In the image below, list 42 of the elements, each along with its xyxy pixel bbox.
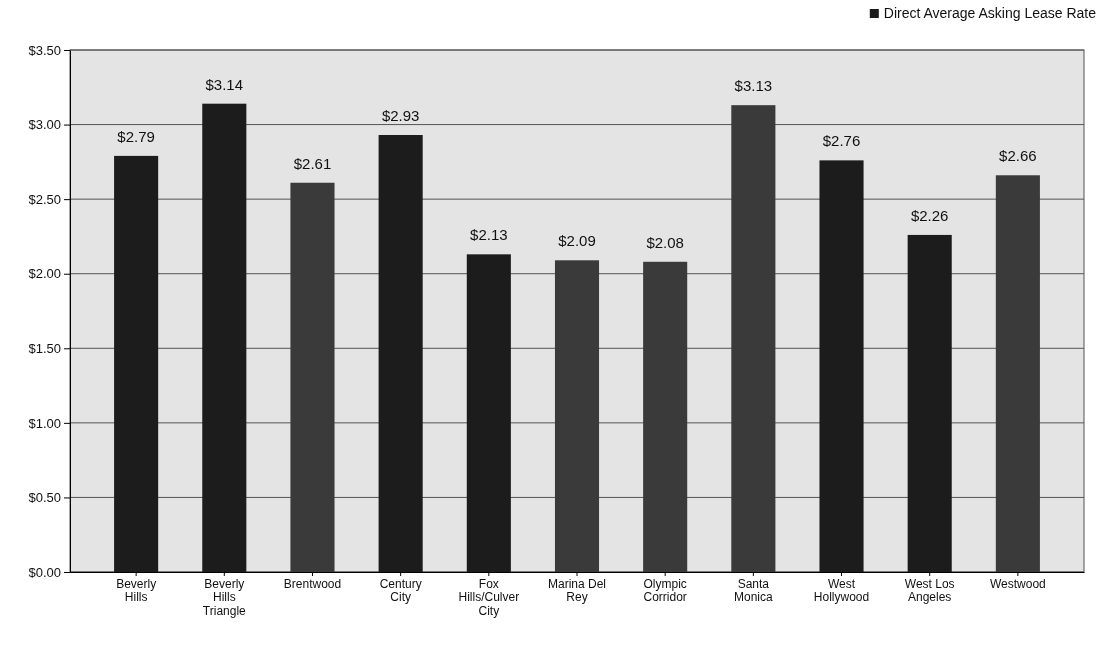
x-tick-label: West Los Angeles bbox=[904, 576, 955, 605]
bar bbox=[643, 261, 688, 572]
bar bbox=[290, 182, 335, 572]
y-tick-label: $0.00 bbox=[28, 564, 61, 580]
bar bbox=[819, 160, 864, 572]
data-label: $2.79 bbox=[117, 127, 155, 145]
x-tick-label: West Hollywood bbox=[813, 576, 870, 605]
x-tick-label: Fox Hills/Culver City bbox=[458, 576, 520, 619]
y-tick-label: $3.50 bbox=[28, 42, 61, 58]
x-tick-label: Westwood bbox=[989, 576, 1046, 591]
bar bbox=[202, 103, 247, 572]
data-label: $2.76 bbox=[822, 132, 861, 150]
bar bbox=[907, 234, 952, 572]
y-tick-label: $1.00 bbox=[28, 415, 61, 431]
y-tick-label: $2.00 bbox=[28, 266, 61, 282]
data-label: $3.14 bbox=[205, 75, 244, 93]
data-label: $2.66 bbox=[999, 147, 1037, 165]
x-tick-label: Brentwood bbox=[283, 576, 342, 591]
data-label: $2.08 bbox=[646, 233, 684, 251]
bar bbox=[378, 135, 423, 572]
y-tick-label: $1.50 bbox=[28, 340, 61, 356]
bar bbox=[466, 254, 511, 572]
data-label: $3.13 bbox=[734, 77, 773, 95]
x-tick-label: Santa Monica bbox=[734, 576, 774, 605]
bar bbox=[995, 175, 1040, 572]
data-label: $2.26 bbox=[910, 206, 949, 224]
legend-label: Direct Average Asking Lease Rate bbox=[883, 5, 1097, 21]
x-tick-label: Beverly Hills Triangle bbox=[202, 576, 247, 619]
data-label: $2.13 bbox=[470, 226, 508, 244]
bar bbox=[731, 105, 776, 572]
y-tick-label: $2.50 bbox=[28, 191, 61, 207]
y-tick-label: $3.00 bbox=[28, 117, 61, 133]
data-label: $2.61 bbox=[293, 154, 332, 172]
bar bbox=[114, 155, 159, 572]
data-label: $2.93 bbox=[381, 107, 420, 125]
x-tick-label: Century City bbox=[379, 576, 422, 605]
x-tick-label: Olympic Corridor bbox=[643, 576, 687, 605]
x-tick-label: Beverly Hills bbox=[116, 576, 157, 605]
bar bbox=[554, 260, 600, 572]
y-tick-label: $0.50 bbox=[28, 490, 61, 506]
x-tick-label: Marina Del Rey bbox=[547, 576, 607, 605]
data-label: $2.09 bbox=[558, 232, 596, 250]
